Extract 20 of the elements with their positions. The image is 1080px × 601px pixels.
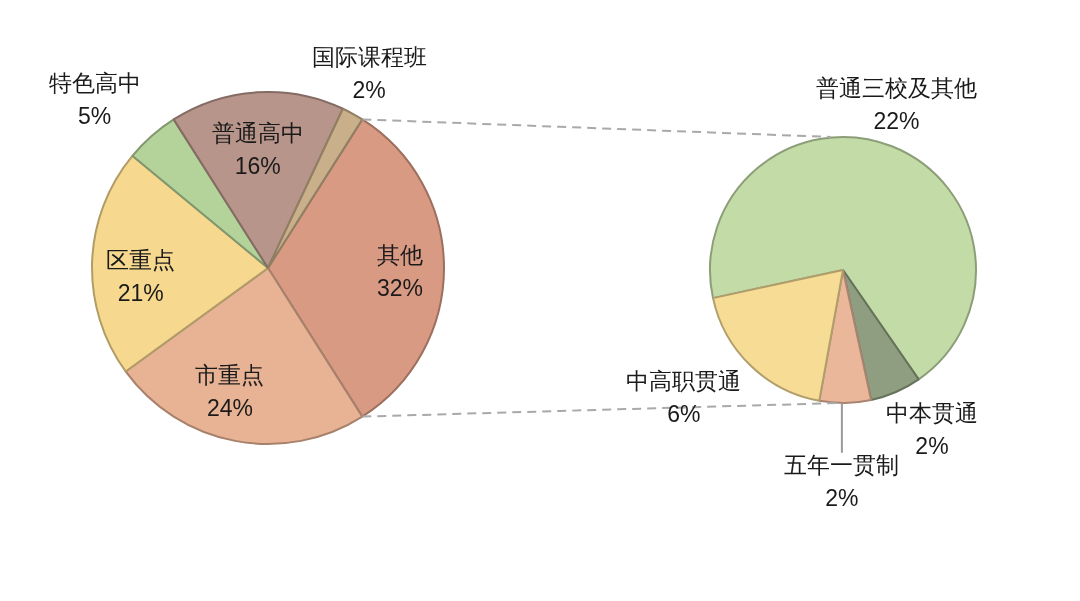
slice-label: 中高职贯通 — [626, 368, 742, 395]
slice-label: 中本贯通 — [885, 399, 978, 426]
data-label: 16% — [234, 152, 281, 179]
data-label: 6% — [667, 401, 701, 428]
slice-label: 国际课程班 — [311, 43, 427, 70]
slice-label: 区重点 — [106, 247, 176, 274]
slice-label: 市重点 — [195, 361, 265, 388]
data-label: 2% — [825, 485, 859, 512]
data-label: 22% — [873, 107, 920, 134]
data-label: 21% — [117, 280, 164, 307]
slice-label: 其他 — [376, 241, 423, 268]
data-label: 2% — [915, 432, 949, 459]
slice-label: 特色高中 — [48, 69, 141, 96]
slice-label: 普通高中 — [211, 119, 304, 146]
data-label: 2% — [352, 76, 386, 103]
data-label: 24% — [206, 394, 253, 421]
slice-label: 五年一贯制 — [784, 452, 900, 479]
slice-label: 普通三校及其他 — [815, 74, 977, 101]
data-label: 5% — [77, 102, 112, 129]
data-label: 32% — [376, 274, 423, 301]
